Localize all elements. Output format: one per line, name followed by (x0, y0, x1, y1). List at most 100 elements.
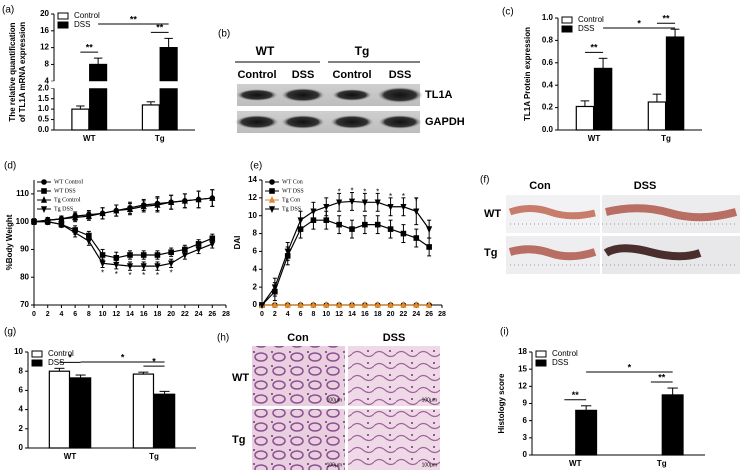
y-tick-label: 12 (248, 193, 257, 202)
marker (126, 263, 134, 271)
marker (258, 302, 266, 310)
lane-label: Control (237, 69, 276, 81)
y-axis-label: The relative quantification (8, 22, 17, 121)
significance-label: * (628, 362, 632, 372)
marker (72, 213, 79, 221)
band (377, 87, 423, 103)
marker (336, 221, 342, 228)
marker (426, 226, 433, 234)
bar (141, 104, 160, 131)
y-tick-label: 0.0 (38, 125, 50, 134)
x-tick-label: 26 (425, 311, 433, 318)
band (236, 89, 278, 101)
y-tick-label: 0.6 (542, 58, 554, 67)
marker (41, 188, 47, 194)
legend-label: DSS (552, 358, 568, 367)
marker (387, 226, 394, 232)
y-axis-label: of TL1A mRNA expression (18, 22, 27, 122)
x-tick-label: 24 (412, 311, 420, 318)
y-tick-label: 10 (248, 211, 257, 220)
legend-label: DSS (74, 20, 90, 29)
marker (268, 206, 276, 214)
bar (661, 394, 684, 456)
photo-panel: (f) Con DSS WT Tg (480, 175, 740, 274)
legend-label: DSS (578, 24, 594, 33)
band (235, 115, 279, 129)
x-tick-label: 2 (46, 311, 50, 318)
marker (348, 198, 356, 206)
marker (400, 300, 407, 308)
marker (44, 218, 51, 226)
legend-label: Control (74, 11, 100, 20)
marker (181, 252, 188, 260)
x-tick-label: 12 (112, 311, 120, 318)
x-tick-label: 0 (260, 311, 264, 318)
row-label: WT (232, 372, 249, 384)
column-label: DSS (634, 180, 657, 192)
significance-label: * (415, 196, 418, 205)
column-label: Con (529, 180, 551, 192)
legend-swatch (57, 21, 69, 29)
x-tick-label: 12 (335, 311, 343, 318)
x-tick-label: 20 (387, 311, 395, 318)
histology-panel: (h) Con DSS WT Tg 100μm 100μm 100μm 100μ… (217, 332, 440, 470)
marker (85, 238, 92, 246)
scale-label: 100μm (422, 397, 437, 403)
axis-break (50, 81, 195, 89)
x-tick-label: 6 (299, 311, 303, 318)
group-label: Tg (355, 44, 370, 58)
significance-label: * (115, 270, 118, 279)
legend-label: DSS (48, 358, 64, 367)
group-label: WT (256, 44, 275, 58)
x-tick-label: WT (588, 134, 601, 143)
marker (271, 284, 278, 292)
x-tick-label: 6 (73, 311, 77, 318)
y-tick-label: 12 (40, 43, 49, 52)
marker (140, 202, 147, 210)
scale-label: 100μm (327, 397, 342, 403)
y-tick-label: 110 (16, 189, 29, 198)
marker (99, 260, 106, 268)
legend-label: Control (578, 15, 604, 24)
legend-swatch (561, 25, 573, 33)
blot-strip (237, 84, 420, 106)
legend-label: Control (552, 349, 578, 358)
significance-label: * (338, 187, 341, 196)
marker (349, 226, 355, 232)
y-tick-label: 6 (253, 247, 258, 256)
marker (140, 263, 147, 271)
x-tick-label: Tg (149, 452, 159, 461)
marker (269, 188, 275, 194)
significance-label: ** (86, 43, 94, 53)
y-tick-label: 0.5 (38, 115, 50, 124)
y-tick-label: 10 (14, 347, 23, 356)
legend-label: Tg Con (282, 197, 300, 203)
scale-label: 100μm (327, 462, 342, 468)
blot-panel: (b) WT Tg Control DSS Control DSS TL1A G… (218, 29, 465, 133)
marker (374, 221, 381, 228)
y-tick-label: 2 (253, 282, 258, 291)
significance-label: ** (572, 390, 580, 400)
x-tick-label: 16 (361, 311, 369, 318)
lane-label: Control (332, 69, 371, 81)
y-tick-label: 8 (19, 366, 24, 375)
y-tick-label: 4 (19, 405, 24, 414)
marker (154, 252, 161, 258)
legend-label: Tg DSS (54, 206, 73, 212)
x-tick-label: Tg (155, 134, 165, 143)
y-tick-label: 14 (248, 175, 257, 184)
marker (387, 203, 394, 211)
x-tick-label: 14 (126, 311, 134, 318)
marker (284, 248, 291, 256)
x-tick-label: 8 (311, 311, 315, 318)
y-tick-label: 12 (518, 381, 527, 390)
panel-label: (d) (4, 161, 16, 172)
x-tick-label: WT (569, 459, 582, 468)
significance-label: * (121, 352, 125, 362)
x-tick-label: 4 (286, 311, 290, 318)
bar (575, 409, 598, 456)
significance-label: * (389, 192, 392, 201)
x-tick-label: WT (64, 452, 77, 461)
legend-label: WT DSS (54, 188, 76, 194)
y-tick-label: 8 (253, 229, 258, 238)
